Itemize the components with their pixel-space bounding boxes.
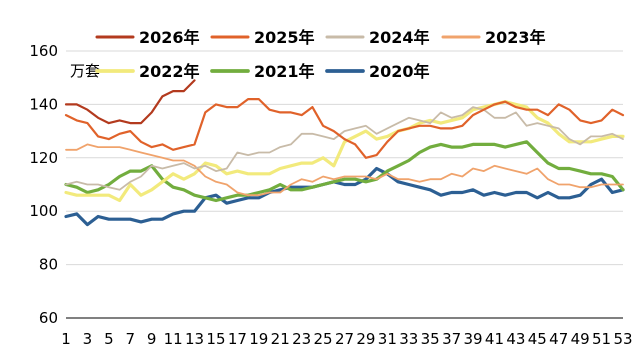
x-tick-label: 49: [571, 330, 590, 348]
legend-label: 2020年: [369, 62, 430, 81]
x-tick-label: 47: [549, 330, 568, 348]
series-line-2023: [65, 143, 624, 197]
x-tick-label: 15: [206, 330, 225, 348]
x-tick-label: 17: [228, 330, 247, 348]
x-tick-label: 43: [506, 330, 525, 348]
x-tick-label: 3: [83, 330, 93, 348]
x-tick-label: 21: [271, 330, 290, 348]
y-tick-label: 140: [29, 95, 58, 113]
legend-item-2023: 2023年: [441, 28, 546, 47]
x-tick-label: 45: [528, 330, 547, 348]
x-tick-label: 29: [356, 330, 375, 348]
legend-label: 2025年: [254, 28, 315, 47]
legend-item-2025: 2025年: [210, 28, 315, 47]
series-line-2024: [65, 106, 624, 191]
x-tick-label: 13: [185, 330, 204, 348]
legend-label: 2022年: [139, 62, 200, 81]
x-tick-label: 9: [147, 330, 157, 348]
y-tick-label: 60: [39, 309, 58, 327]
x-tick-label: 1: [61, 330, 71, 348]
series-line-2026: [64, 79, 196, 125]
x-tick-label: 5: [104, 330, 114, 348]
x-tick-label: 27: [335, 330, 354, 348]
y-tick-label: 100: [29, 202, 58, 220]
x-tick-label: 11: [164, 330, 183, 348]
legend-label: 2021年: [254, 62, 315, 81]
x-tick-label: 41: [485, 330, 504, 348]
y-unit-label: 万套: [70, 62, 100, 80]
legend-label: 2023年: [485, 28, 546, 47]
x-tick-label: 51: [592, 330, 611, 348]
legend-item-2020: 2020年: [325, 62, 430, 81]
series-line-2021: [64, 140, 625, 203]
series-line-2020: [64, 166, 625, 227]
x-tick-label: 39: [463, 330, 482, 348]
grid-lines: [66, 50, 623, 266]
x-tick-label: 37: [442, 330, 461, 348]
legend-item-2026: 2026年: [95, 28, 200, 47]
x-tick-label: 53: [613, 330, 632, 348]
x-tick-label: 7: [125, 330, 135, 348]
x-tick-label: 31: [378, 330, 397, 348]
x-tick-label: 23: [292, 330, 311, 348]
legend-item-2022: 2022年: [95, 62, 200, 81]
legend-label: 2024年: [369, 28, 430, 47]
series-lines: [64, 79, 625, 227]
y-tick-label: 80: [39, 256, 58, 274]
legend-label: 2026年: [139, 28, 200, 47]
x-tick-label: 19: [249, 330, 268, 348]
legend-item-2021: 2021年: [210, 62, 315, 81]
x-tick-label: 25: [314, 330, 333, 348]
legend: 2026年 2025年 2024年 2023年 2022年 2021年 2020年: [95, 28, 546, 81]
y-tick-label: 120: [29, 149, 58, 167]
x-tick-label: 35: [421, 330, 440, 348]
series-line-2025: [64, 97, 625, 159]
y-tick-label: 160: [29, 42, 58, 60]
legend-item-2024: 2024年: [325, 28, 430, 47]
x-tick-label: 33: [399, 330, 418, 348]
